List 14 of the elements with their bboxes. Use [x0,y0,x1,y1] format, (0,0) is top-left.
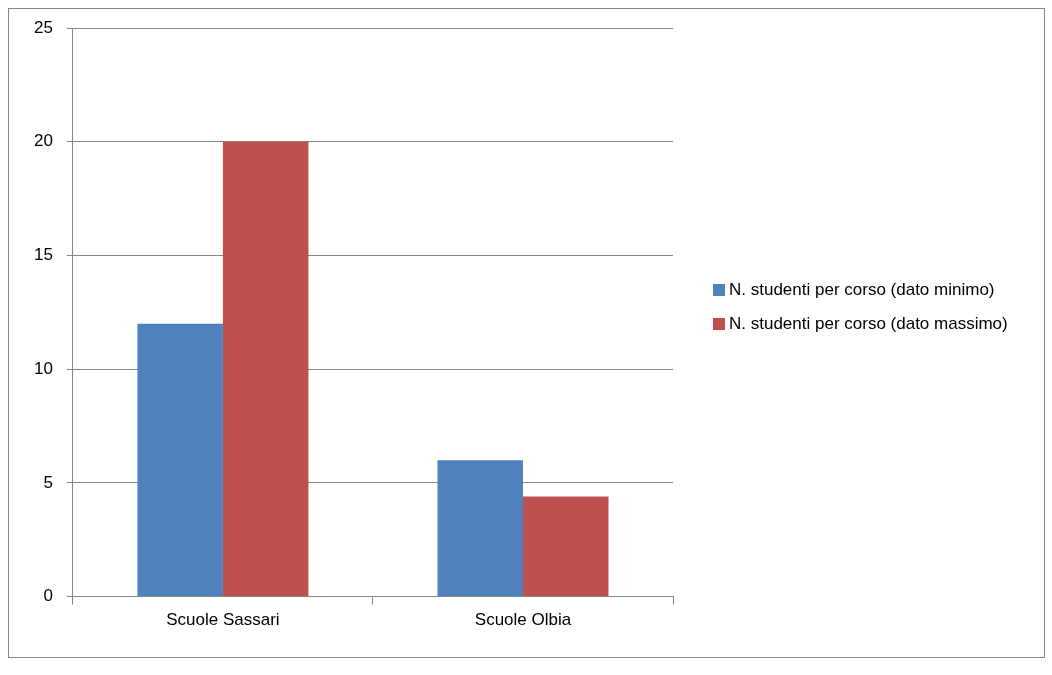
legend-label: N. studenti per corso (dato minimo) [729,279,995,301]
y-tick-label: 15 [33,245,53,265]
y-tick-label: 10 [33,358,53,378]
bar [437,460,523,597]
legend-label: N. studenti per corso (dato massimo) [729,313,1008,335]
x-tick-label: Scuole Olbia [474,610,572,630]
y-tick-label: 0 [43,586,53,606]
y-tick-label: 5 [43,472,53,492]
bar [137,323,223,597]
y-tick-label: 25 [33,17,53,37]
x-tick-label: Scuole Sassari [166,610,280,630]
bar [222,141,309,597]
bar [522,496,609,597]
y-tick-label: 20 [33,131,53,151]
